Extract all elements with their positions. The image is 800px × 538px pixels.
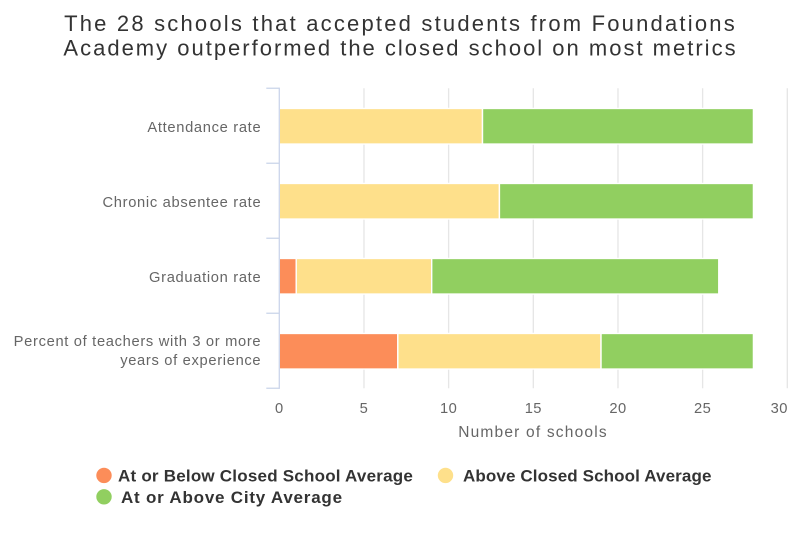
svg-text:Attendance rate: Attendance rate xyxy=(147,120,261,136)
svg-text:0: 0 xyxy=(275,401,284,417)
svg-text:20: 20 xyxy=(609,401,626,417)
svg-text:5: 5 xyxy=(360,401,369,417)
svg-text:25: 25 xyxy=(694,401,711,417)
svg-text:Academy outperformed the close: Academy outperformed the closed school o… xyxy=(63,35,737,60)
svg-text:15: 15 xyxy=(525,401,542,417)
svg-text:At or Above City Average: At or Above City Average xyxy=(121,488,343,507)
svg-text:years of experience: years of experience xyxy=(120,353,261,369)
svg-text:Above Closed School Average: Above Closed School Average xyxy=(463,467,712,486)
svg-text:Chronic absentee rate: Chronic absentee rate xyxy=(103,195,262,211)
svg-text:The 28 schools that accepted s: The 28 schools that accepted students fr… xyxy=(64,11,737,36)
svg-text:Graduation rate: Graduation rate xyxy=(149,270,261,286)
svg-text:30: 30 xyxy=(771,401,788,417)
svg-text:Percent of teachers with 3 or: Percent of teachers with 3 or more xyxy=(14,334,262,350)
svg-text:At or Below Closed School Aver: At or Below Closed School Average xyxy=(118,467,413,486)
svg-text:10: 10 xyxy=(440,401,457,417)
svg-text:Number of schools: Number of schools xyxy=(458,424,608,441)
